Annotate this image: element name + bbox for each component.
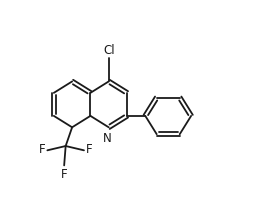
- Text: Cl: Cl: [103, 44, 115, 57]
- Text: F: F: [61, 168, 68, 181]
- Text: F: F: [39, 143, 45, 156]
- Text: N: N: [103, 132, 111, 145]
- Text: F: F: [86, 143, 93, 156]
